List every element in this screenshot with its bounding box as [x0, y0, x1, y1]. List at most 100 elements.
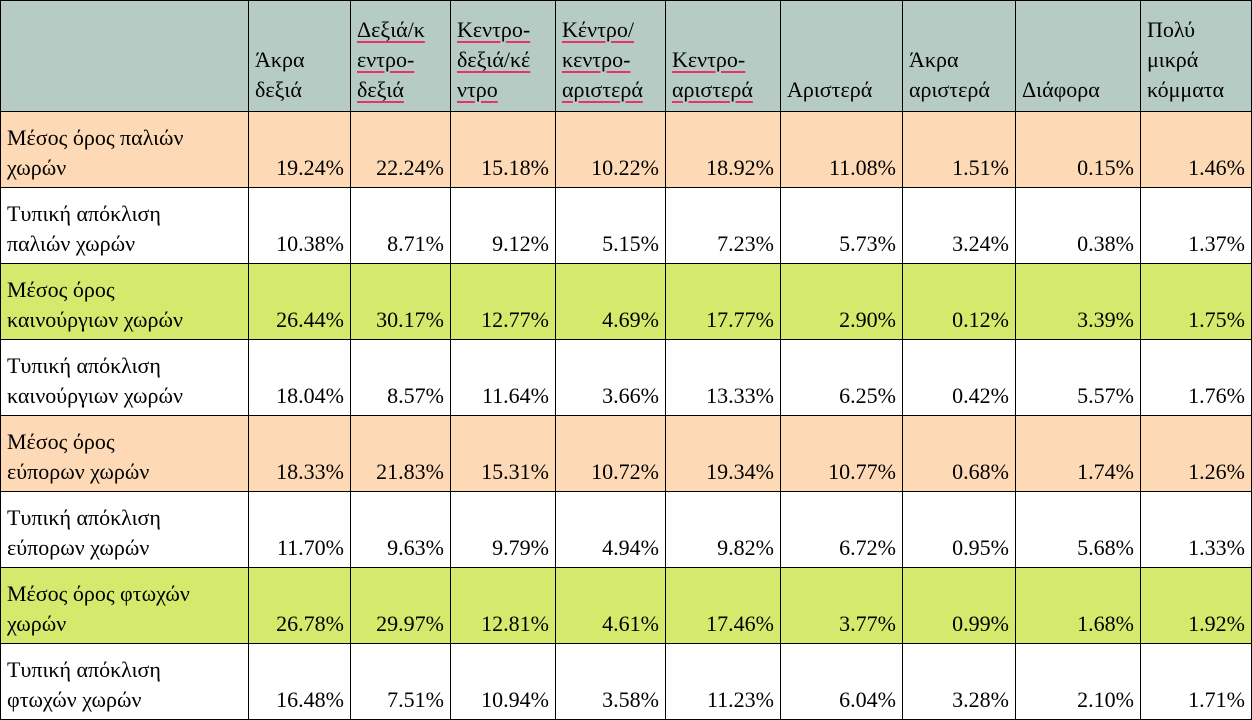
table-row: Μέσος όρος εύπορων χωρών 18.33% 21.83% 15.31…	[0, 415, 1252, 492]
value-cell: 16.48%	[248, 643, 351, 720]
column-header: Κεντρο-αριστερά	[665, 0, 781, 112]
value-cell: 0.68%	[902, 415, 1016, 492]
column-header-text: Δεξιά/κ	[357, 17, 425, 42]
value-cell: 2.10%	[1015, 643, 1141, 720]
value-cell: 2.90%	[780, 263, 903, 340]
value-cell: 0.38%	[1015, 187, 1141, 264]
column-header-text: δεξιά/κέ	[457, 47, 531, 72]
column-header: Άκρα δεξιά	[248, 0, 351, 112]
value-cell: 11.70%	[248, 491, 351, 568]
value-cell: 30.17%	[350, 263, 451, 340]
value-cell: 19.24%	[248, 111, 351, 188]
table-row: Τυπική απόκλιση φτωχών χωρών 16.48% 7.51% 10…	[0, 643, 1252, 720]
value-cell: 6.25%	[780, 339, 903, 416]
table-row: Τυπική απόκλιση εύπορων χωρών 11.70% 9.63% 9…	[0, 491, 1252, 568]
row-label: Μέσος όρος καινούργιων χωρών	[0, 263, 249, 340]
value-cell: 3.66%	[555, 339, 666, 416]
value-cell: 0.95%	[902, 491, 1016, 568]
column-header-text: Κεντρο-	[672, 47, 746, 72]
column-header-text: Κεντρο-	[457, 17, 531, 42]
value-cell: 3.28%	[902, 643, 1016, 720]
value-cell: 5.15%	[555, 187, 666, 264]
value-cell: 18.33%	[248, 415, 351, 492]
value-cell: 1.71%	[1140, 643, 1252, 720]
row-label-text: καινούργιων χωρών	[7, 383, 183, 408]
column-header-text: Πολύ	[1147, 17, 1196, 42]
column-header-text: Άκρα	[255, 47, 305, 72]
column-header: Κεντρο-δεξιά/κέ ντρο	[450, 0, 556, 112]
value-cell: 10.22%	[555, 111, 666, 188]
column-header-text: Αριστερά	[787, 77, 873, 102]
table-row: Τυπική απόκλιση καινούργιων χωρών 18.04% 8.…	[0, 339, 1252, 416]
value-cell: 11.23%	[665, 643, 781, 720]
value-cell: 7.23%	[665, 187, 781, 264]
column-header-text: αριστερά	[909, 77, 990, 102]
value-cell: 10.72%	[555, 415, 666, 492]
value-cell: 0.12%	[902, 263, 1016, 340]
row-label-text: καινούργιων χωρών	[7, 307, 183, 332]
row-label: Τυπική απόκλιση παλιών χωρών	[0, 187, 249, 264]
value-cell: 10.94%	[450, 643, 556, 720]
value-cell: 8.71%	[350, 187, 451, 264]
column-header-text: Κέντρο/	[562, 17, 635, 42]
value-cell: 1.76%	[1140, 339, 1252, 416]
value-cell: 19.34%	[665, 415, 781, 492]
table-row: Τυπική απόκλιση παλιών χωρών 10.38% 8.71% 9.…	[0, 187, 1252, 264]
value-cell: 18.04%	[248, 339, 351, 416]
column-header: Διάφορα	[1015, 0, 1141, 112]
value-cell: 3.58%	[555, 643, 666, 720]
row-label-text: Τυπική απόκλιση	[7, 657, 161, 682]
row-label-text: Μέσος όρος φτωχών	[7, 581, 190, 606]
row-label-text: χωρών	[7, 611, 67, 636]
column-header-text: αριστερά	[562, 77, 643, 102]
value-cell: 11.64%	[450, 339, 556, 416]
value-cell: 9.12%	[450, 187, 556, 264]
table-row: Μέσος όρος καινούργιων χωρών 26.44% 30.17% 1…	[0, 263, 1252, 340]
value-cell: 1.37%	[1140, 187, 1252, 264]
row-label-text: Τυπική απόκλιση	[7, 505, 161, 530]
row-label: Τυπική απόκλιση φτωχών χωρών	[0, 643, 249, 720]
column-header: Πολύ μικρά κόμματα	[1140, 0, 1252, 112]
value-cell: 9.79%	[450, 491, 556, 568]
value-cell: 17.77%	[665, 263, 781, 340]
row-label-text: Μέσος όρος	[7, 277, 115, 302]
value-cell: 1.75%	[1140, 263, 1252, 340]
value-cell: 3.77%	[780, 567, 903, 644]
value-cell: 4.94%	[555, 491, 666, 568]
value-cell: 9.82%	[665, 491, 781, 568]
value-cell: 1.51%	[902, 111, 1016, 188]
column-header: Κέντρο/κεντρο-αριστερά	[555, 0, 666, 112]
table-row: Μέσος όρος φτωχών χωρών 26.78% 29.97% 12.81%…	[0, 567, 1252, 644]
row-label: Τυπική απόκλιση καινούργιων χωρών	[0, 339, 249, 416]
value-cell: 17.46%	[665, 567, 781, 644]
value-cell: 6.72%	[780, 491, 903, 568]
column-header-text: κόμματα	[1147, 77, 1225, 102]
value-cell: 1.92%	[1140, 567, 1252, 644]
value-cell: 0.99%	[902, 567, 1016, 644]
row-label: Μέσος όρος φτωχών χωρών	[0, 567, 249, 644]
row-label-text: Τυπική απόκλιση	[7, 353, 161, 378]
row-label: Μέσος όρος εύπορων χωρών	[0, 415, 249, 492]
value-cell: 0.15%	[1015, 111, 1141, 188]
value-cell: 4.69%	[555, 263, 666, 340]
table-row: Μέσος όρος παλιών χωρών 19.24% 22.24% 15.18%…	[0, 111, 1252, 188]
value-cell: 1.26%	[1140, 415, 1252, 492]
column-header-text: Άκρα	[909, 47, 959, 72]
column-header-text: ντρο	[457, 77, 498, 102]
value-cell: 6.04%	[780, 643, 903, 720]
header-row: Άκρα δεξιά Δεξιά/κ εντρο-δεξιά Κεντρο-δεξιά/…	[0, 0, 1252, 112]
column-header-text: δεξιά	[255, 77, 302, 102]
value-cell: 0.42%	[902, 339, 1016, 416]
column-header-text: Διάφορα	[1022, 77, 1100, 102]
value-cell: 11.08%	[780, 111, 903, 188]
row-label: Μέσος όρος παλιών χωρών	[0, 111, 249, 188]
column-header-text: μικρά	[1147, 47, 1199, 72]
value-cell: 1.33%	[1140, 491, 1252, 568]
row-label-text: εύπορων χωρών	[7, 459, 150, 484]
value-cell: 15.18%	[450, 111, 556, 188]
row-label-text: χωρών	[7, 155, 67, 180]
value-cell: 18.92%	[665, 111, 781, 188]
value-cell: 13.33%	[665, 339, 781, 416]
row-label-text: παλιών χωρών	[7, 231, 136, 256]
